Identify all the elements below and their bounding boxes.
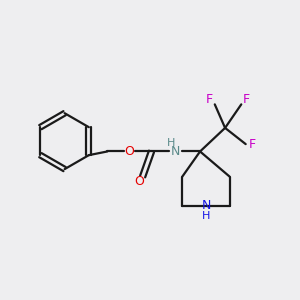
Text: O: O bbox=[124, 145, 134, 158]
Text: H: H bbox=[167, 138, 176, 148]
Text: N: N bbox=[201, 200, 211, 212]
Text: F: F bbox=[249, 138, 256, 151]
Text: F: F bbox=[243, 93, 250, 106]
Text: F: F bbox=[206, 93, 213, 106]
Text: H: H bbox=[202, 211, 210, 221]
Text: N: N bbox=[170, 145, 180, 158]
Text: O: O bbox=[134, 175, 144, 188]
